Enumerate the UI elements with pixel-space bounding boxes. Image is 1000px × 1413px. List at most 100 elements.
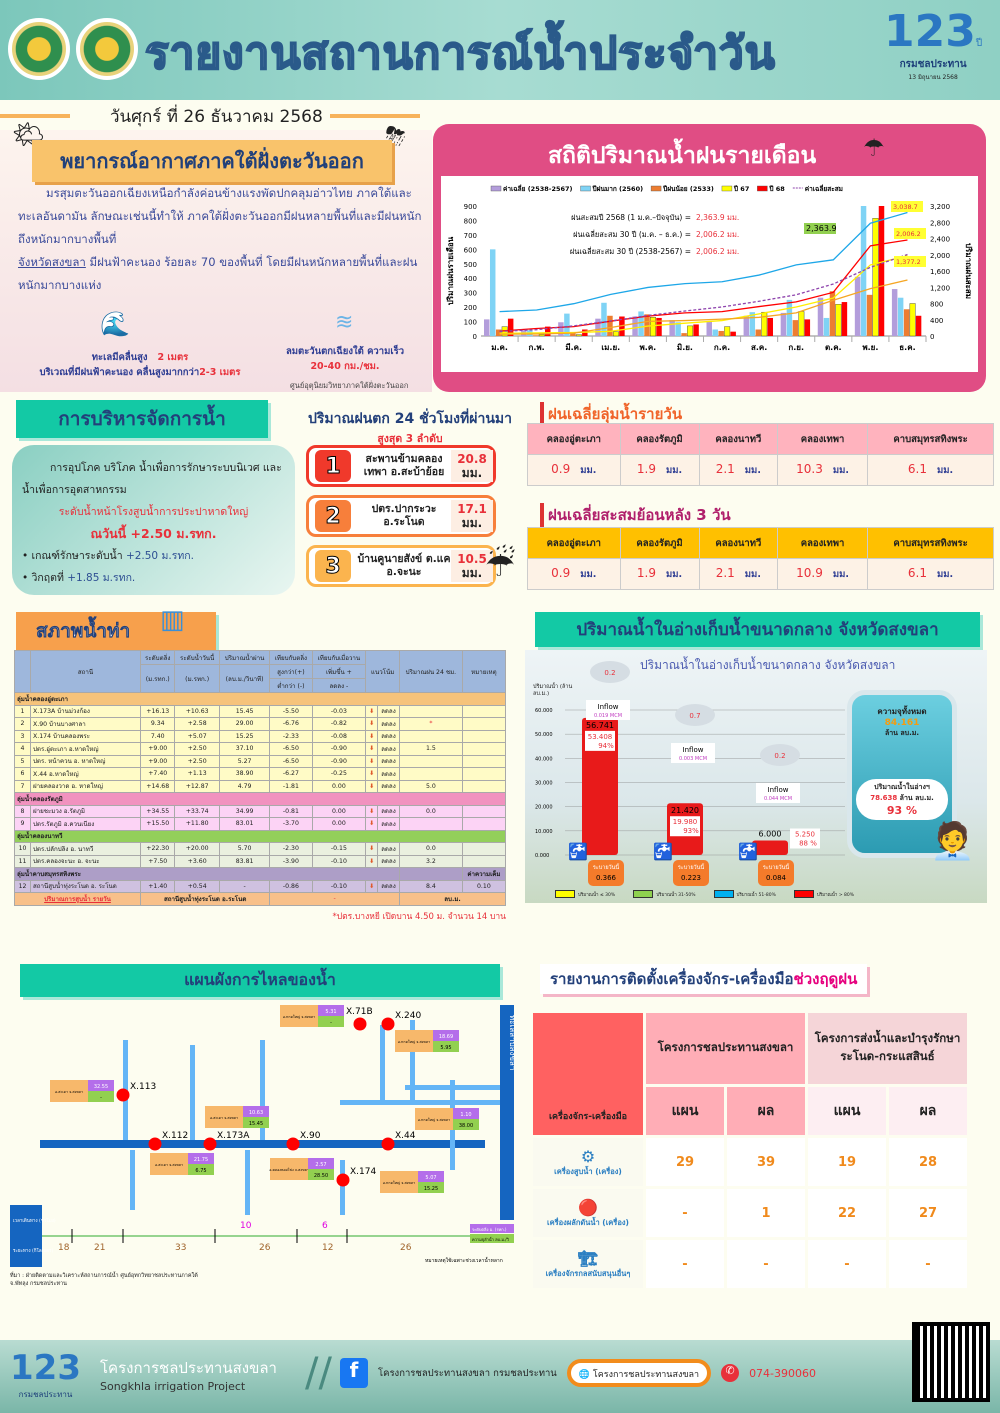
machine-count: 27 xyxy=(889,1189,967,1237)
distance-value: 12 xyxy=(322,1243,333,1253)
cell: +15.50 xyxy=(139,817,176,831)
bar xyxy=(786,299,793,336)
cell xyxy=(399,754,463,768)
bar xyxy=(595,318,601,336)
cell: ลดลง xyxy=(376,767,401,781)
station-id: X.173A xyxy=(217,1131,250,1141)
cell: +11.80 xyxy=(174,817,220,831)
cell: -0.25 xyxy=(311,767,367,781)
annotation-label: ฝนเฉลี่ยสะสม 30 ปี (2538-2567) = xyxy=(570,246,691,256)
cumulative-line xyxy=(499,239,908,332)
station-flow: 6.75 xyxy=(195,1168,206,1174)
reservoir-chart: 0.000 10.000 20.000 30.000 40.000 50.000 60.00… xyxy=(535,661,845,886)
station-flow: 15.25 xyxy=(424,1186,438,1192)
station-place-box xyxy=(205,1106,243,1128)
station-flow: 38.00 xyxy=(459,1123,473,1129)
rain-value: 0.9 xyxy=(551,462,571,476)
rid-seal-logo xyxy=(8,18,70,80)
trend-down-icon: ⬇ xyxy=(365,817,378,831)
group-spacer xyxy=(399,867,463,881)
cell: ลดลง xyxy=(376,717,401,731)
facebook-icon[interactable]: f xyxy=(340,1358,368,1388)
callout-box xyxy=(804,223,836,234)
station-place: อ.สะเดา จ.สงขลา xyxy=(155,1163,183,1167)
rain-value: 0.2 xyxy=(604,669,615,677)
cell xyxy=(461,804,507,818)
rain-value: 20.8 xyxy=(457,452,487,466)
bullet-value: +2.50 ม.รทก. xyxy=(125,550,194,562)
cell: -1.81 xyxy=(269,779,313,793)
station-marker xyxy=(286,1137,300,1151)
bar xyxy=(570,333,576,336)
cell: 83.01 xyxy=(218,817,271,831)
cell: 7.40 xyxy=(139,729,176,743)
callout-label: 2,363.9 xyxy=(806,224,837,233)
table-row: 🏗 เครื่องจักรกลสนับสนุนอื่นๆ - - - - xyxy=(533,1240,967,1288)
station-flow-box xyxy=(418,1182,444,1193)
machine-count: - xyxy=(727,1240,805,1288)
basin-header: คลองรัตภูมิ xyxy=(619,423,700,455)
reservoir-title: ปริมาณน้ำในอ่างเก็บน้ำขนาดกลาง จังหวัดสง… xyxy=(535,612,980,647)
cell: 34.99 xyxy=(218,804,271,818)
station-place: อ.สะเดา จ.สงขลา xyxy=(210,1116,238,1120)
pump-value: - xyxy=(269,892,401,906)
monthly-rainfall-panel: สถิติปริมาณน้ำฝนรายเดือน ☂ ค่าเฉลี่ย (25… xyxy=(433,124,986,392)
total-capacity-value: 84.161 xyxy=(884,718,920,728)
station-name: บ้านคูนายสังข์ ต.แค อ.จะนะ xyxy=(357,553,451,578)
station-level: 21.75 xyxy=(194,1157,208,1163)
cell: -3.90 xyxy=(269,854,313,868)
y2-tick-label: 3,200 xyxy=(930,203,950,211)
flow-title: แผนผังการไหลของน้ำ xyxy=(20,964,500,997)
bar xyxy=(718,330,724,336)
col-unit: (ลบ.ม./วินาที) xyxy=(218,664,271,693)
cell: X.44 อ.หาดใหญ่ xyxy=(30,767,141,781)
weather-forecast-panel: 🌤 ⛈ พยากรณ์อากาศภาคใต้ฝั่งตะวันออก มรสุม… xyxy=(0,120,432,392)
divider xyxy=(0,114,70,118)
pump-link[interactable]: ปริมาณการสูบน้ำ รายวัน xyxy=(14,892,141,906)
qr-code[interactable] xyxy=(912,1322,990,1402)
rain-value: 2.1 xyxy=(715,566,735,580)
station-flow-box xyxy=(243,1117,269,1128)
bar xyxy=(792,320,799,336)
bar xyxy=(841,302,848,336)
cell: ลดลง xyxy=(376,779,401,793)
bar xyxy=(507,318,514,336)
phone-number[interactable]: 074-390060 xyxy=(749,1366,817,1380)
res-y-tick: 30.000 xyxy=(535,781,553,787)
release-box xyxy=(758,860,794,886)
machine-name: เครื่องสูบน้ำ (เครื่อง) xyxy=(554,1166,622,1176)
bar xyxy=(743,315,750,336)
website-link[interactable]: 🌐 โครงการชลประทานสงขลา xyxy=(566,1359,712,1387)
reservoir-chart-title: ปริมาณน้ำในอ่างเก็บน้ำขนาดกลาง จังหวัดสง… xyxy=(640,658,896,672)
bullet-item: • เกณฑ์รักษาระดับน้ำ +2.50 ม.รทก. xyxy=(22,550,194,562)
bar xyxy=(612,331,619,337)
rain-cell: 1.9 มม. xyxy=(619,558,700,590)
station-level-box xyxy=(318,1005,344,1016)
legend-item: ปริมาณน้ำ > 80% xyxy=(793,890,854,898)
col-sub: ต่ำกว่า (-) xyxy=(269,678,313,693)
cell: -5.50 xyxy=(269,704,313,718)
table-row: 7 ฝายคลองวาด อ. หาดใหญ่ +14.68 +12.87 4.79 -1… xyxy=(14,779,507,793)
facebook-link[interactable]: โครงการชลประทานสงขลา กรมชลประทาน xyxy=(378,1367,557,1379)
station-level: 5.07 xyxy=(425,1175,436,1181)
cell: 15.25 xyxy=(218,729,271,743)
rain-cell: 0.9 มม. xyxy=(527,454,621,486)
cell xyxy=(399,767,463,781)
current-label: 5.250 xyxy=(795,831,815,839)
cell: ลดลง xyxy=(376,704,401,718)
value-row: 0.9 มม. 1.9 มม. 2.1 มม. 10.3 มม. 6.1 มม. xyxy=(527,454,994,486)
station-flow-box xyxy=(88,1091,114,1102)
reservoir-bar xyxy=(752,840,788,855)
rainfall-chart: ค่าเฉลี่ย (2538-2567) ปีฝนมาก (2560) ปีฝนน… xyxy=(445,183,973,352)
cell: ลดลง xyxy=(376,817,401,831)
logo-date: 13 มิถุนายน 2568 xyxy=(908,74,958,81)
bar xyxy=(835,304,842,337)
callout-label: 2,006.2 xyxy=(896,230,921,238)
distance-value: 33 xyxy=(175,1243,186,1253)
cell: +1.40 xyxy=(139,879,176,893)
rain-cell: 10.9 มม. xyxy=(777,558,869,590)
rank-number: 2 xyxy=(315,500,351,532)
rain3d-table: คลองอู่ตะเภา คลองรัตภูมิ คลองนาทวี คลองเทพา… xyxy=(527,527,994,590)
flow-map: ทะเลสาบสงขลา X.113 อ.สะเดา จ.สงขลา 32.55 - X.… xyxy=(10,1005,517,1267)
cell: ลดลง xyxy=(376,879,401,893)
